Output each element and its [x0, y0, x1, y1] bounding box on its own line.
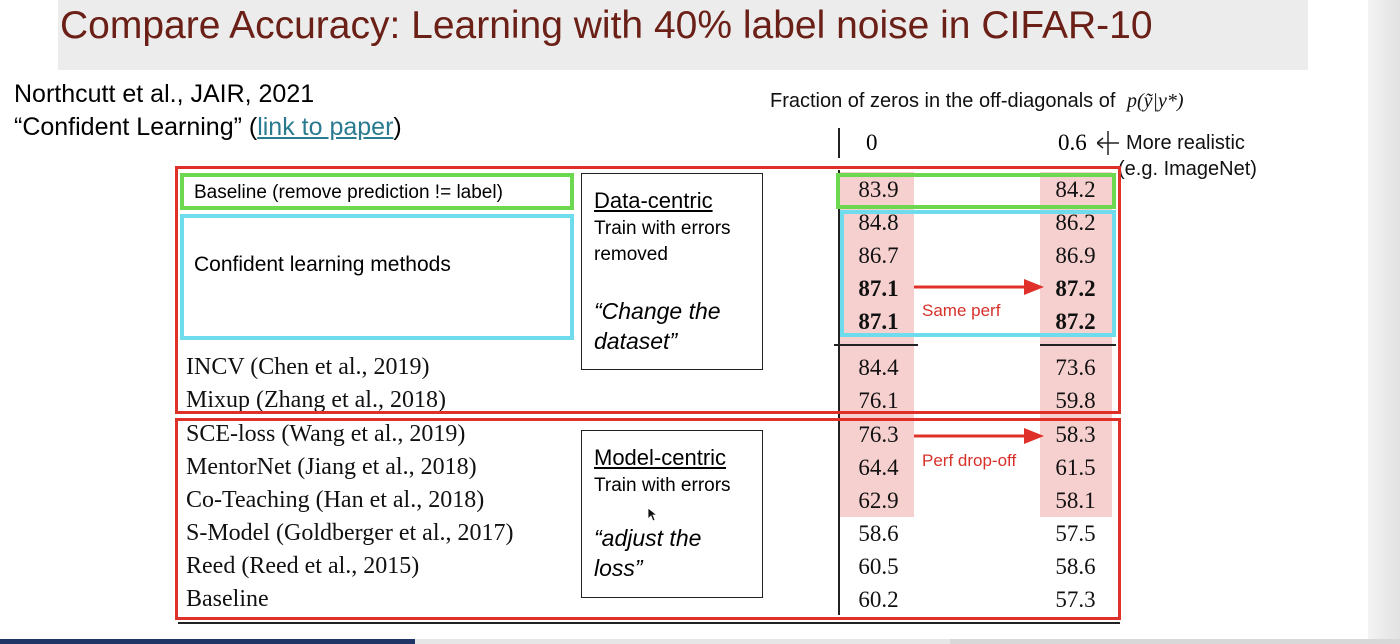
perf-dropoff-label: Perf drop-off — [922, 451, 1017, 470]
citation-prefix: “Confident Learning” ( — [14, 113, 258, 141]
model-centric-title: Model-centric — [594, 445, 727, 470]
model-centric-group-box — [175, 418, 1121, 620]
confident-learning-box: Confident learning methods — [180, 214, 574, 340]
paper-link[interactable]: link to paper — [257, 113, 394, 141]
more-realistic-label: More realistic — [1126, 132, 1245, 154]
row-sce-col0: 76.3 — [858, 422, 899, 447]
baseline-remove-label: Baseline (remove prediction != label) — [194, 182, 503, 203]
column-separator — [838, 170, 840, 615]
video-progress-played — [0, 639, 415, 644]
top-row-3-col0: 86.7 — [858, 243, 899, 268]
top-row-4-col1: 87.2 — [1055, 276, 1096, 301]
row-mixup-col0: 76.1 — [858, 388, 899, 413]
row-smodel-col0: 58.6 — [858, 521, 899, 546]
top-row-4-col0: 87.1 — [858, 276, 899, 301]
citation-suffix: ) — [393, 113, 402, 141]
video-progress-rest — [950, 639, 1400, 644]
data-centric-group-box — [175, 166, 1121, 414]
row-incv-col1: 73.6 — [1055, 355, 1096, 380]
slide-title: Compare Accuracy: Learning with 40% labe… — [60, 4, 1153, 47]
rule-col0 — [834, 344, 918, 346]
table-bottom-rule — [178, 622, 1120, 624]
row-reed-col0: 60.5 — [858, 554, 899, 579]
video-progress-buffer — [415, 639, 950, 644]
top-row-3-col1: 86.9 — [1055, 243, 1096, 268]
baseline-remove-box: Baseline (remove prediction != label) — [180, 173, 574, 210]
table-header-caption: Fraction of zeros in the off-diagonals o… — [770, 90, 1184, 113]
row-sce-col1: 58.3 — [1055, 422, 1096, 447]
row-label-mixup: Mixup (Zhang et al., 2018) — [186, 387, 446, 413]
same-perf-arrow-icon — [914, 277, 1044, 297]
row-mixup-col1: 59.8 — [1055, 388, 1096, 413]
mouse-cursor-icon — [647, 507, 659, 522]
header-divider — [838, 128, 840, 158]
model-centric-quote2: loss” — [594, 555, 643, 581]
data-centric-title: Data-centric — [594, 188, 713, 213]
citation-authors: Northcutt et al., JAIR, 2021 — [14, 80, 315, 108]
data-centric-quote1: “Change the — [594, 298, 721, 324]
row-mentornet-col0: 64.4 — [858, 455, 899, 480]
top-row-2-col0: 84.8 — [858, 210, 899, 235]
row-incv-col0: 84.4 — [858, 355, 899, 380]
column-0-label: 0 — [866, 130, 878, 155]
top-row-1-col0: 83.9 — [858, 177, 899, 202]
model-centric-quote1: “adjust the — [594, 525, 702, 551]
row-baseline-col0: 60.2 — [858, 587, 899, 612]
header-caption-text: Fraction of zeros in the off-diagonals o… — [770, 90, 1116, 112]
imagenet-label: (e.g. ImageNet) — [1118, 158, 1257, 180]
header-formula: p(ỹ|y*) — [1126, 90, 1184, 112]
confident-learning-label: Confident learning methods — [194, 253, 451, 276]
row-label-baseline: Baseline — [186, 586, 269, 612]
column-1-label: 0.6 — [1058, 130, 1087, 155]
row-baseline-col1: 57.3 — [1055, 587, 1096, 612]
slide-title-bar — [58, 0, 1308, 70]
top-row-5-col1: 87.2 — [1055, 309, 1096, 334]
row-label-s-model: S-Model (Goldberger et al., 2017) — [186, 520, 514, 546]
data-centric-line1: Train with errors — [594, 218, 731, 239]
row-reed-col1: 58.6 — [1055, 554, 1096, 579]
model-centric-line1: Train with errors — [594, 475, 731, 496]
row-coteaching-col1: 58.1 — [1055, 488, 1096, 513]
arrow-left-icon — [1095, 131, 1119, 155]
row-mentornet-col1: 61.5 — [1055, 455, 1096, 480]
top-row-1-col1: 84.2 — [1055, 177, 1096, 202]
row-label-sce-loss: SCE-loss (Wang et al., 2019) — [186, 421, 466, 447]
data-centric-box: Data-centric Train with errors removed “… — [581, 173, 763, 370]
row-smodel-col1: 57.5 — [1055, 521, 1096, 546]
citation-title: “Confident Learning” (link to paper) — [14, 113, 402, 142]
perf-dropoff-arrow-icon — [914, 426, 1044, 446]
same-perf-label: Same perf — [922, 301, 1001, 320]
top-row-5-col0: 87.1 — [858, 309, 899, 334]
row-label-reed: Reed (Reed et al., 2015) — [186, 553, 420, 579]
rule-col1 — [1040, 344, 1116, 346]
row-coteaching-col0: 62.9 — [858, 488, 899, 513]
data-centric-quote2: dataset” — [594, 328, 678, 354]
data-centric-line2: removed — [594, 244, 668, 265]
baseline-remove-values-box — [836, 173, 1116, 209]
confident-learning-values-box — [840, 210, 1116, 337]
row-label-mentornet: MentorNet (Jiang et al., 2018) — [186, 454, 477, 480]
window-edge — [1368, 0, 1400, 644]
row-label-incv: INCV (Chen et al., 2019) — [186, 354, 430, 380]
model-centric-box: Model-centric Train with errors “adjust … — [581, 430, 763, 598]
row-label-co-teaching: Co-Teaching (Han et al., 2018) — [186, 487, 485, 513]
top-row-2-col1: 86.2 — [1055, 210, 1096, 235]
